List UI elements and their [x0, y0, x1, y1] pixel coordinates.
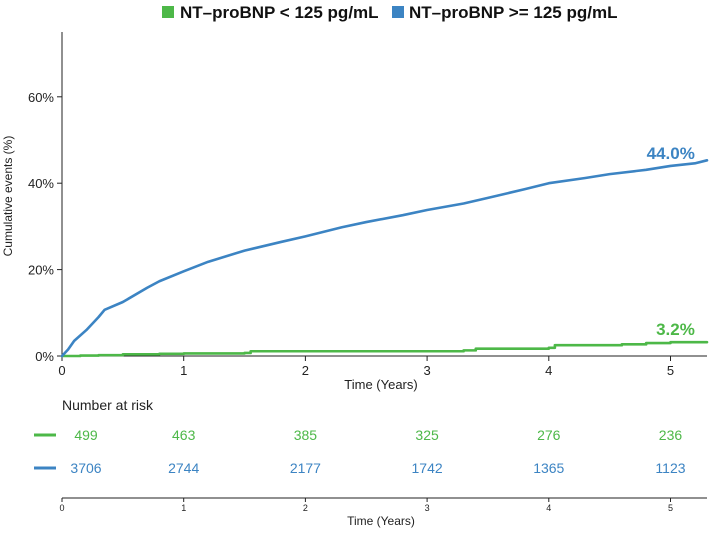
series-line-high	[60, 159, 709, 358]
y-tick-label: 60%	[28, 90, 54, 105]
risk-count: 1123	[655, 460, 685, 476]
risk-x-tick-label: 5	[668, 503, 673, 513]
risk-x-tick-label: 0	[59, 503, 64, 513]
series-line-low	[60, 340, 709, 358]
main-plot: Cumulative events (%) Time (Years) 0 1 2 3 4…	[1, 32, 709, 392]
legend-swatch-high	[392, 6, 404, 18]
risk-count: 2177	[290, 460, 321, 476]
risk-count: 3706	[70, 460, 101, 476]
x-tick-label: 5	[667, 363, 674, 378]
legend-swatch-low	[162, 6, 174, 18]
risk-x-axis-label: Time (Years)	[347, 514, 415, 528]
y-tick-label: 0%	[35, 349, 54, 364]
risk-count: 1365	[533, 460, 564, 476]
end-label-low: 3.2%	[656, 320, 695, 339]
series-layer: 3.2% 44.0%	[60, 144, 709, 358]
risk-x-tick-label: 4	[546, 503, 551, 513]
risk-table-title: Number at risk	[62, 397, 154, 413]
risk-x-tick-label: 3	[425, 503, 430, 513]
risk-count: 276	[537, 427, 561, 443]
x-tick-label: 0	[58, 363, 65, 378]
risk-rows: 499 463 385 325 276 236 3706 2744 2177 1742 1365 11…	[34, 427, 686, 476]
risk-count: 2744	[168, 460, 199, 476]
y-axis-label: Cumulative events (%)	[1, 136, 15, 257]
legend: NT–proBNP < 125 pg/mL NT–proBNP >= 125 p…	[162, 3, 617, 22]
x-tick-label: 1	[180, 363, 187, 378]
risk-count: 499	[74, 427, 98, 443]
risk-count: 236	[659, 427, 683, 443]
risk-x-ticks: 0 1 2 3 4 5	[59, 498, 673, 513]
x-axis-label: Time (Years)	[344, 377, 417, 392]
legend-label-high: NT–proBNP >= 125 pg/mL	[409, 3, 617, 22]
risk-x-tick-label: 2	[303, 503, 308, 513]
y-ticks: 0% 20% 40% 60%	[28, 90, 62, 364]
x-tick-label: 3	[423, 363, 430, 378]
end-label-high: 44.0%	[647, 144, 695, 163]
legend-label-low: NT–proBNP < 125 pg/mL	[180, 3, 379, 22]
x-tick-label: 4	[545, 363, 552, 378]
x-tick-label: 2	[302, 363, 309, 378]
y-tick-label: 20%	[28, 263, 54, 278]
risk-x-tick-label: 1	[181, 503, 186, 513]
risk-count: 325	[415, 427, 439, 443]
risk-count: 385	[294, 427, 318, 443]
x-ticks: 0 1 2 3 4 5	[58, 356, 674, 378]
risk-count: 463	[172, 427, 196, 443]
risk-count: 1742	[412, 460, 443, 476]
y-tick-label: 40%	[28, 176, 54, 191]
